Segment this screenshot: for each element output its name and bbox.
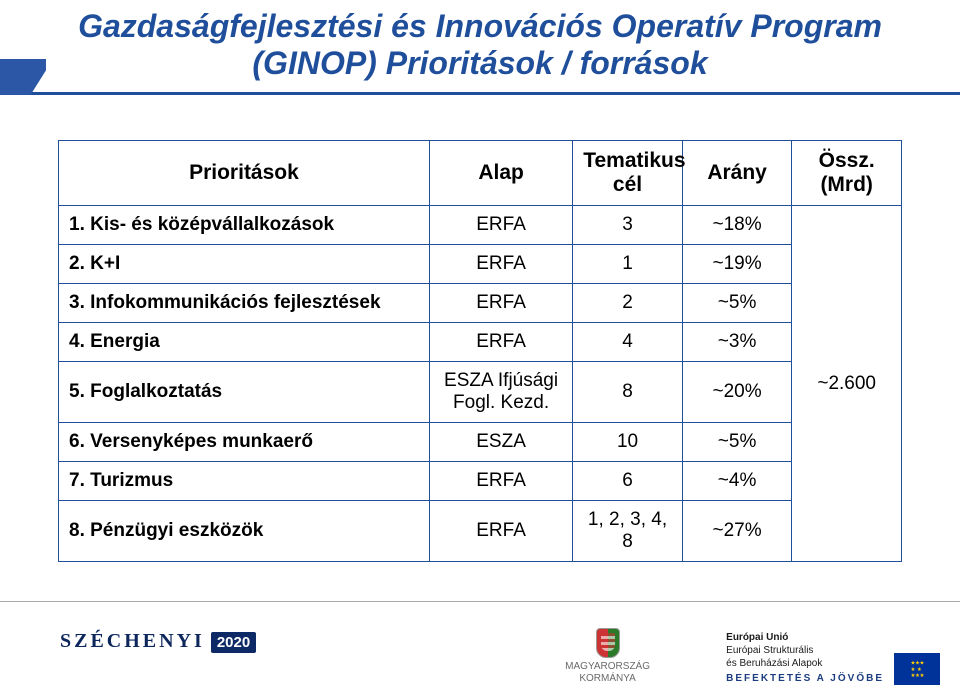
cell-alap: ERFA	[429, 501, 572, 562]
government-block: MAGYARORSZÁG KORMÁNYA	[565, 628, 650, 685]
cell-alap: ESZA Ifjúsági Fogl. Kezd.	[429, 362, 572, 423]
cell-arany: ~18%	[682, 206, 792, 245]
eu-line3: és Beruházási Alapok	[726, 657, 884, 670]
cell-prioritas: 6. Versenyképes munkaerő	[59, 423, 430, 462]
cell-alap: ERFA	[429, 284, 572, 323]
szechenyi-year-badge: 2020	[211, 632, 256, 653]
cell-alap: ERFA	[429, 245, 572, 284]
eu-stars-icon: ★ ★ ★★ ★★ ★ ★	[897, 656, 937, 683]
slide-root: Gazdaságfejlesztési és Innovációs Operat…	[0, 0, 960, 691]
table-row: 5. FoglalkoztatásESZA Ifjúsági Fogl. Kez…	[59, 362, 902, 423]
gov-label-line1: MAGYARORSZÁG	[565, 661, 650, 673]
cell-tematikus-cel: 4	[573, 323, 683, 362]
szechenyi-logo: SZÉCHENYI 2020	[60, 630, 256, 653]
cell-prioritas: 4. Energia	[59, 323, 430, 362]
cell-tematikus-cel: 1, 2, 3, 4, 8	[573, 501, 683, 562]
cell-prioritas: 8. Pénzügyi eszközök	[59, 501, 430, 562]
cell-arany: ~3%	[682, 323, 792, 362]
cell-tematikus-cel: 3	[573, 206, 683, 245]
cell-tematikus-cel: 8	[573, 362, 683, 423]
cell-prioritas: 7. Turizmus	[59, 462, 430, 501]
cell-arany: ~27%	[682, 501, 792, 562]
table-row: 3. Infokommunikációs fejlesztésekERFA2~5…	[59, 284, 902, 323]
table-row: 8. Pénzügyi eszközökERFA1, 2, 3, 4, 8~27…	[59, 501, 902, 562]
col-tematikus-cel: Tematikus cél	[573, 141, 683, 206]
priorities-table-wrap: Prioritások Alap Tematikus cél Arány Öss…	[58, 140, 902, 562]
table-row: 6. Versenyképes munkaerőESZA10~5%	[59, 423, 902, 462]
cell-arany: ~4%	[682, 462, 792, 501]
title-bar: Gazdaságfejlesztési és Innovációs Operat…	[0, 0, 960, 95]
gov-label-line2: KORMÁNYA	[565, 673, 650, 685]
cell-tematikus-cel: 2	[573, 284, 683, 323]
eu-text-block: Európai Unió Európai Strukturális és Ber…	[726, 631, 884, 685]
szechenyi-wordmark: SZÉCHENYI	[60, 630, 205, 653]
slide-title-line1: Gazdaságfejlesztési és Innovációs Operat…	[18, 8, 942, 45]
cell-prioritas: 2. K+I	[59, 245, 430, 284]
cell-alap: ESZA	[429, 423, 572, 462]
col-arany: Arány	[682, 141, 792, 206]
eu-flag-icon: ★ ★ ★★ ★★ ★ ★	[894, 653, 940, 685]
table-body: 1. Kis- és középvállalkozásokERFA3~18%~2…	[59, 206, 902, 562]
footer: SZÉCHENYI 2020 MAGYARORSZÁG KORMÁNYA Eur…	[0, 601, 960, 691]
cell-prioritas: 3. Infokommunikációs fejlesztések	[59, 284, 430, 323]
table-row: 4. EnergiaERFA4~3%	[59, 323, 902, 362]
table-header: Prioritások Alap Tematikus cél Arány Öss…	[59, 141, 902, 206]
cell-prioritas: 1. Kis- és középvállalkozások	[59, 206, 430, 245]
table-row: 1. Kis- és középvállalkozásokERFA3~18%~2…	[59, 206, 902, 245]
table-row: 7. TurizmusERFA6~4%	[59, 462, 902, 501]
cell-arany: ~5%	[682, 284, 792, 323]
eu-tagline: BEFEKTETÉS A JÖVŐBE	[726, 672, 884, 685]
col-ossz-mrd: Össz. (Mrd)	[792, 141, 902, 206]
cell-arany: ~19%	[682, 245, 792, 284]
cell-prioritas: 5. Foglalkoztatás	[59, 362, 430, 423]
cell-arany: ~5%	[682, 423, 792, 462]
cell-alap: ERFA	[429, 323, 572, 362]
hungary-crest-icon	[596, 628, 620, 658]
cell-alap: ERFA	[429, 206, 572, 245]
eu-block: Európai Unió Európai Strukturális és Ber…	[726, 631, 940, 685]
cell-arany: ~20%	[682, 362, 792, 423]
col-alap: Alap	[429, 141, 572, 206]
cell-tematikus-cel: 10	[573, 423, 683, 462]
col-prioritasok: Prioritások	[59, 141, 430, 206]
eu-line2: Európai Strukturális	[726, 644, 884, 657]
cell-tematikus-cel: 1	[573, 245, 683, 284]
priorities-table: Prioritások Alap Tematikus cél Arány Öss…	[58, 140, 902, 562]
cell-ossz-mrd: ~2.600	[792, 206, 902, 562]
cell-alap: ERFA	[429, 462, 572, 501]
slide-title-line2: (GINOP) Prioritások / források	[18, 45, 942, 82]
table-row: 2. K+IERFA1~19%	[59, 245, 902, 284]
cell-tematikus-cel: 6	[573, 462, 683, 501]
eu-line1: Európai Unió	[726, 631, 884, 644]
